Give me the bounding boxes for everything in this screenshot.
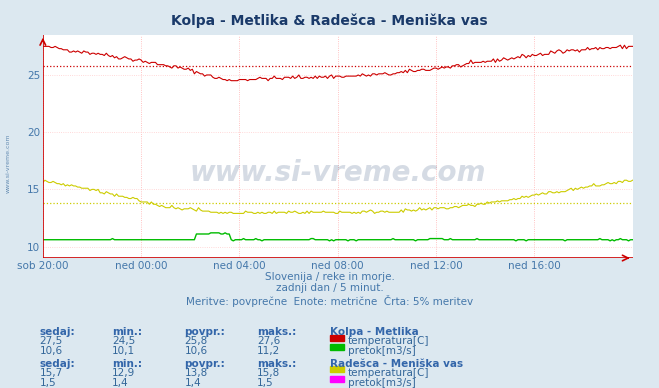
- Text: 12,9: 12,9: [112, 368, 135, 378]
- Text: pretok[m3/s]: pretok[m3/s]: [348, 378, 416, 388]
- Text: temperatura[C]: temperatura[C]: [348, 336, 430, 346]
- Text: maks.:: maks.:: [257, 327, 297, 337]
- Text: min.:: min.:: [112, 327, 142, 337]
- Text: Meritve: povprečne  Enote: metrične  Črta: 5% meritev: Meritve: povprečne Enote: metrične Črta:…: [186, 295, 473, 307]
- Text: www.si-vreme.com: www.si-vreme.com: [5, 133, 11, 193]
- Text: Kolpa - Metlika: Kolpa - Metlika: [330, 327, 418, 337]
- Text: 10,6: 10,6: [40, 346, 63, 356]
- Text: Slovenija / reke in morje.: Slovenija / reke in morje.: [264, 272, 395, 282]
- Text: 1,5: 1,5: [257, 378, 273, 388]
- Text: temperatura[C]: temperatura[C]: [348, 368, 430, 378]
- Text: 27,5: 27,5: [40, 336, 63, 346]
- Text: Radešca - Meniška vas: Radešca - Meniška vas: [330, 359, 463, 369]
- Text: zadnji dan / 5 minut.: zadnji dan / 5 minut.: [275, 283, 384, 293]
- Text: Kolpa - Metlika & Radešca - Meniška vas: Kolpa - Metlika & Radešca - Meniška vas: [171, 14, 488, 28]
- Text: min.:: min.:: [112, 359, 142, 369]
- Text: sedaj:: sedaj:: [40, 327, 75, 337]
- Text: 1,5: 1,5: [40, 378, 56, 388]
- Text: 10,6: 10,6: [185, 346, 208, 356]
- Text: 25,8: 25,8: [185, 336, 208, 346]
- Text: maks.:: maks.:: [257, 359, 297, 369]
- Text: 24,5: 24,5: [112, 336, 135, 346]
- Text: 15,7: 15,7: [40, 368, 63, 378]
- Text: povpr.:: povpr.:: [185, 359, 225, 369]
- Text: 13,8: 13,8: [185, 368, 208, 378]
- Text: www.si-vreme.com: www.si-vreme.com: [190, 159, 486, 187]
- Text: 15,8: 15,8: [257, 368, 280, 378]
- Text: sedaj:: sedaj:: [40, 359, 75, 369]
- Text: pretok[m3/s]: pretok[m3/s]: [348, 346, 416, 356]
- Text: 27,6: 27,6: [257, 336, 280, 346]
- Text: povpr.:: povpr.:: [185, 327, 225, 337]
- Text: 11,2: 11,2: [257, 346, 280, 356]
- Text: 10,1: 10,1: [112, 346, 135, 356]
- Text: 1,4: 1,4: [112, 378, 129, 388]
- Text: 1,4: 1,4: [185, 378, 201, 388]
